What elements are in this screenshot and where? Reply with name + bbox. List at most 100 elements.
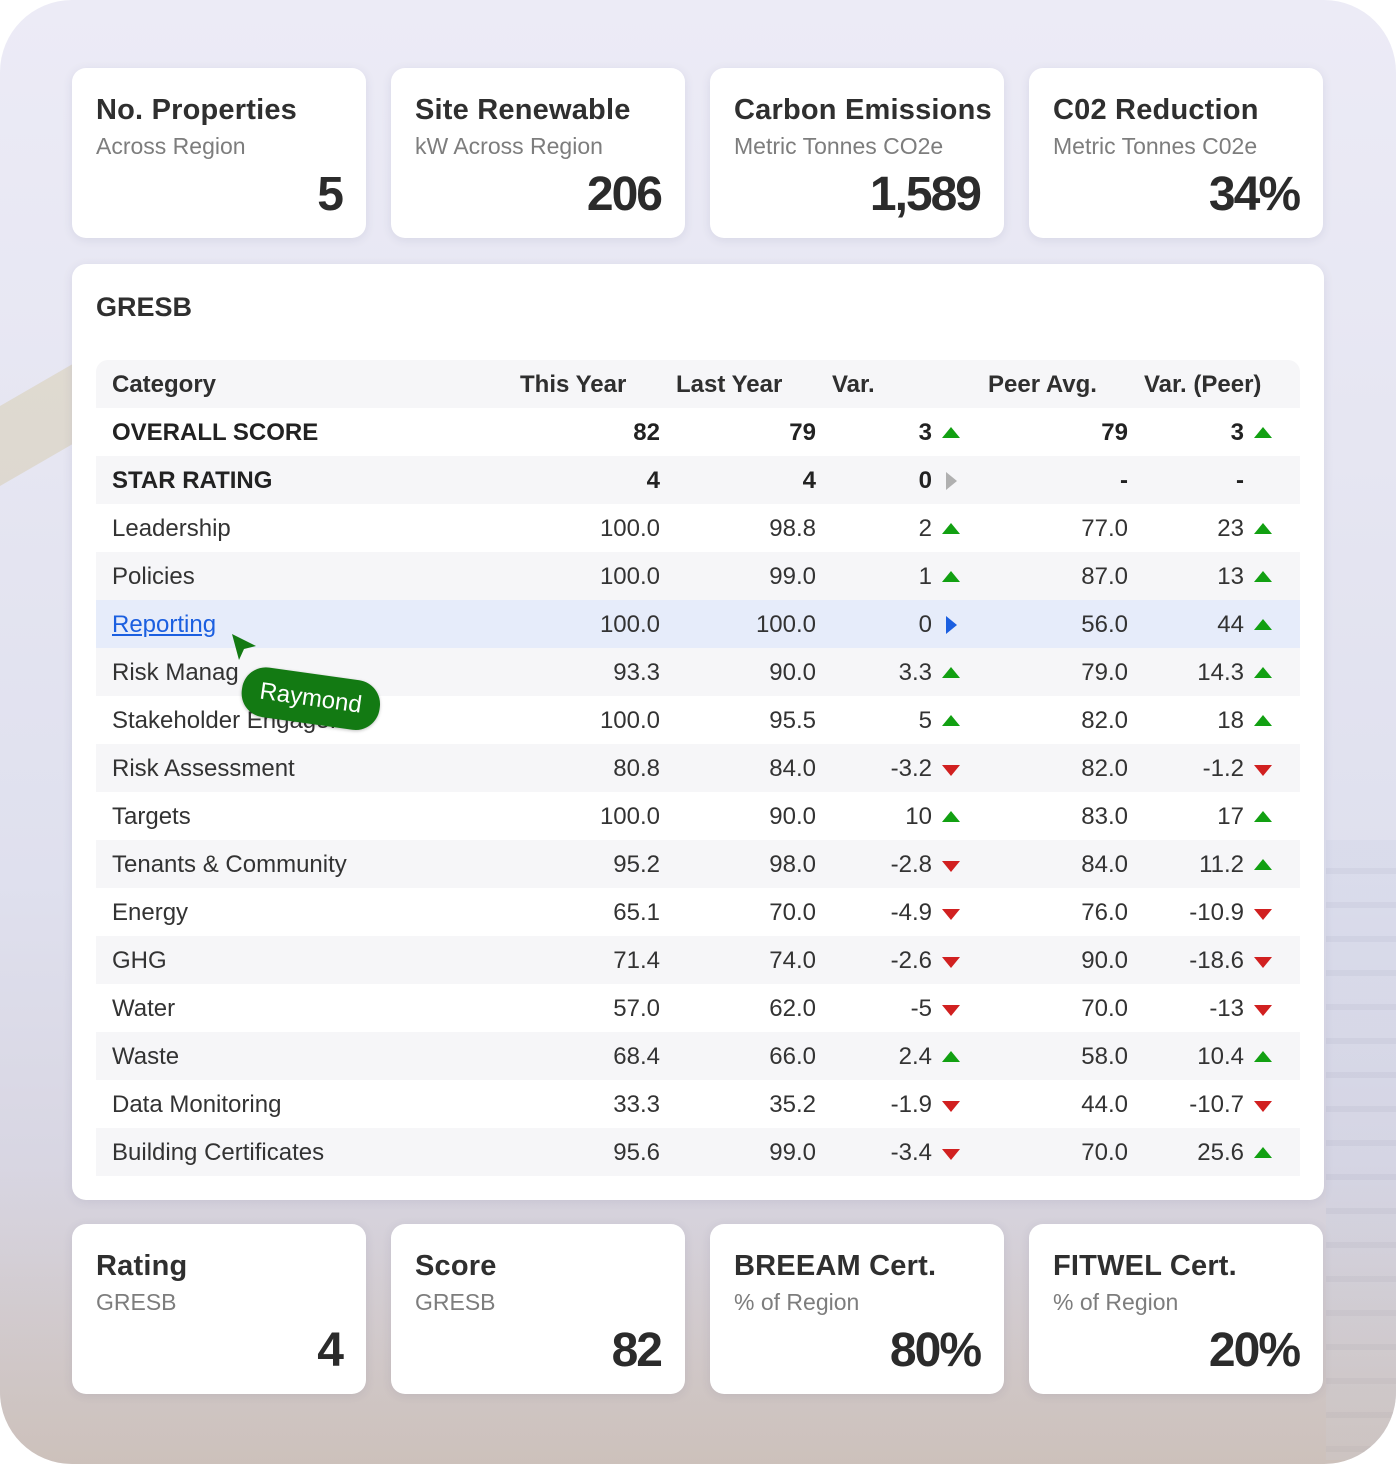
table-row[interactable]: OVERALL SCORE 82 79 3 79 3: [96, 408, 1300, 456]
kpi-card-site-renewable: Site Renewable kW Across Region 206: [391, 68, 685, 238]
cell-var: 0: [918, 611, 932, 638]
table-row[interactable]: Risk Assessment 80.8 84.0 -3.2 82.0 -1.2: [96, 744, 1300, 792]
cell-this-year: 100.0: [599, 707, 660, 734]
kpi-card-co2-reduction: C02 Reduction Metric Tonnes C02e 34%: [1029, 68, 1323, 238]
header-this-year[interactable]: This Year: [520, 371, 627, 398]
table-row[interactable]: Energy 65.1 70.0 -4.9 76.0 -10.9: [96, 888, 1300, 936]
cell-last-year: 100.0: [755, 611, 816, 638]
cell-peer-avg: 70.0: [1081, 1139, 1128, 1166]
cell-last-year: 70.0: [769, 899, 816, 926]
indicator-cell: [1254, 696, 1274, 744]
indicator-cell: [1254, 936, 1274, 984]
cell-last-year: 90.0: [769, 659, 816, 686]
table-row[interactable]: GHG 71.4 74.0 -2.6 90.0 -18.6: [96, 936, 1300, 984]
triangle-up-icon: [942, 667, 960, 678]
header-peer-avg[interactable]: Peer Avg.: [988, 371, 1097, 398]
triangle-up-icon: [1254, 715, 1272, 726]
kpi-subtitle: Metric Tonnes CO2e: [734, 133, 944, 159]
triangle-up-icon: [942, 811, 960, 822]
cell-var: 5: [918, 707, 932, 734]
cell-this-year: 82: [633, 419, 660, 446]
cell-this-year: 95.2: [613, 851, 660, 878]
cell-var: -4.9: [890, 899, 932, 926]
kpi-value: 4: [317, 1324, 344, 1377]
kpi-card-fitwel: FITWEL Cert. % of Region 20%: [1029, 1224, 1323, 1394]
cell-this-year: 33.3: [613, 1091, 660, 1118]
table-row[interactable]: Targets 100.0 90.0 10 83.0 17: [96, 792, 1300, 840]
cell-category: Waste: [112, 1043, 180, 1070]
kpi-title: No. Properties: [96, 94, 298, 126]
cell-peer-avg: 87.0: [1081, 563, 1128, 590]
table-row[interactable]: Building Certificates 95.6 99.0 -3.4 70.0 25.…: [96, 1128, 1300, 1176]
indicator-cell: [942, 936, 962, 984]
cell-var: -2.6: [890, 947, 932, 974]
kpi-value: 82: [611, 1324, 663, 1377]
triangle-up-icon: [1254, 523, 1272, 534]
cell-var-peer: 18: [1217, 707, 1244, 734]
triangle-down-icon: [942, 1149, 960, 1160]
table-row[interactable]: STAR RATING 4 4 0 - -: [96, 456, 1300, 504]
triangle-up-icon: [942, 427, 960, 438]
kpi-subtitle: Metric Tonnes C02e: [1053, 133, 1258, 159]
cell-var: 2.4: [898, 1043, 932, 1070]
gresb-card: GRESB Category This Year Last Year Var. …: [72, 264, 1324, 1200]
triangle-up-icon: [1254, 619, 1272, 630]
table-row[interactable]: Policies 100.0 99.0 1 87.0 13: [96, 552, 1300, 600]
table-row[interactable]: Water 57.0 62.0 -5 70.0 -13: [96, 984, 1300, 1032]
table-row[interactable]: Reporting 100.0 100.0 0 56.0 44: [96, 600, 1300, 648]
indicator-cell: [1254, 1128, 1274, 1176]
header-var-peer[interactable]: Var. (Peer): [1144, 371, 1262, 398]
gresb-table: Category This Year Last Year Var. Peer A…: [96, 360, 1300, 1176]
indicator-cell: [1254, 1032, 1274, 1080]
triangle-down-icon: [942, 1101, 960, 1112]
kpi-title: Rating: [96, 1250, 188, 1282]
header-last-year[interactable]: Last Year: [676, 371, 783, 398]
indicator-cell: [1254, 648, 1274, 696]
header-category[interactable]: Category: [112, 371, 217, 398]
table-row[interactable]: Tenants & Community 95.2 98.0 -2.8 84.0 11.2: [96, 840, 1300, 888]
cell-category: Energy: [112, 899, 189, 926]
cell-last-year: 95.5: [769, 707, 816, 734]
cell-peer-avg: 58.0: [1081, 1043, 1128, 1070]
cell-category[interactable]: Reporting: [112, 611, 217, 638]
cell-category: GHG: [112, 947, 167, 974]
cell-var-peer: -1.2: [1202, 755, 1244, 782]
kpi-subtitle: % of Region: [1053, 1289, 1179, 1315]
gresb-title: GRESB: [96, 292, 193, 322]
cell-this-year: 100.0: [599, 803, 660, 830]
background-tower: [1326, 840, 1396, 1460]
cell-last-year: 62.0: [769, 995, 816, 1022]
indicator-cell: [1254, 792, 1274, 840]
cell-last-year: 4: [802, 467, 816, 494]
cell-this-year: 65.1: [613, 899, 660, 926]
cell-last-year: 99.0: [769, 1139, 816, 1166]
kpi-subtitle: kW Across Region: [415, 133, 603, 159]
cell-var: 0: [918, 467, 932, 494]
triangle-up-icon: [942, 1051, 960, 1062]
table-row[interactable]: Waste 68.4 66.0 2.4 58.0 10.4: [96, 1032, 1300, 1080]
indicator-cell: [1254, 1080, 1274, 1128]
cell-this-year: 100.0: [599, 611, 660, 638]
kpi-subtitle: GRESB: [415, 1289, 496, 1315]
cell-var-peer: 14.3: [1197, 659, 1244, 686]
triangle-down-icon: [1254, 765, 1272, 776]
cell-last-year: 84.0: [769, 755, 816, 782]
kpi-value: 206: [586, 168, 663, 221]
header-var[interactable]: Var.: [832, 371, 875, 398]
cell-var-peer: 13: [1217, 563, 1244, 590]
indicator-cell: [942, 888, 962, 936]
kpi-subtitle: GRESB: [96, 1289, 177, 1315]
cell-var: -5: [910, 995, 932, 1022]
cell-peer-avg: 76.0: [1081, 899, 1128, 926]
kpi-value: 80%: [889, 1324, 982, 1377]
table-row[interactable]: Leadership 100.0 98.8 2 77.0 23: [96, 504, 1300, 552]
table-row[interactable]: Data Monitoring 33.3 35.2 -1.9 44.0 -10.7: [96, 1080, 1300, 1128]
cell-var-peer: -10.7: [1189, 1091, 1244, 1118]
cell-var-peer: -13: [1209, 995, 1244, 1022]
triangle-down-icon: [1254, 1101, 1272, 1112]
cell-last-year: 99.0: [769, 563, 816, 590]
cell-var-peer: -18.6: [1189, 947, 1244, 974]
cell-var: 1: [918, 563, 932, 590]
kpi-title: Score: [415, 1250, 497, 1282]
cell-peer-avg: 79: [1101, 419, 1128, 446]
